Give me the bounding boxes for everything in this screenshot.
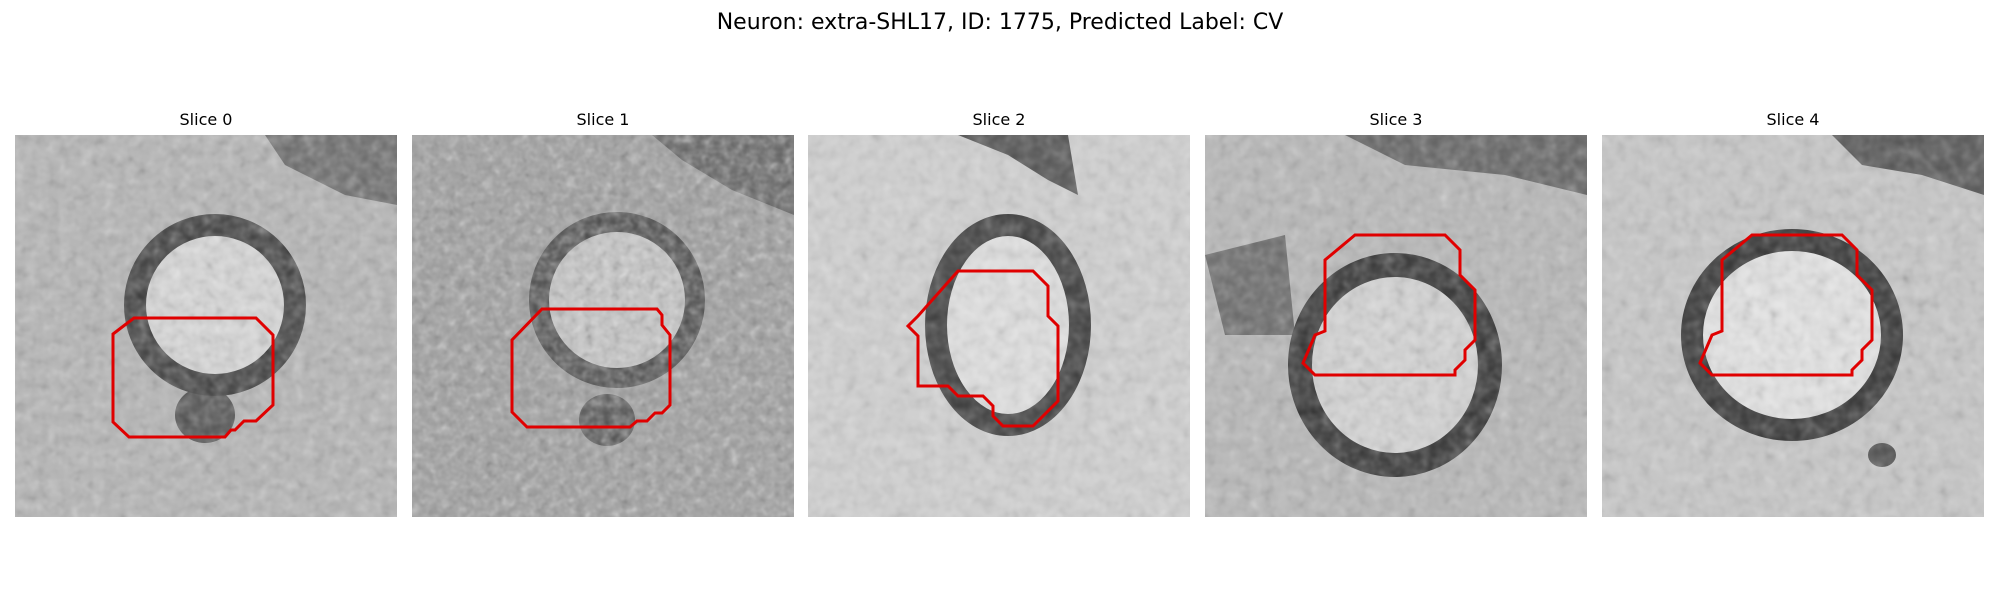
image-noise [1205,135,1587,517]
image-noise [808,135,1190,517]
slice-image-0 [15,135,397,517]
slice-title-4: Slice 4 [1766,110,1820,129]
slice-image-2 [808,135,1190,517]
segmentation-contour [510,307,672,429]
slice-image-1 [412,135,794,517]
slice-panel-1: Slice 1 [412,108,794,520]
slice-title-0: Slice 0 [179,110,233,129]
slice-image-4 [1602,135,1984,517]
slice-panel-0: Slice 0 [15,108,397,520]
image-noise [1602,135,1984,517]
slice-image-3 [1205,135,1587,517]
slice-title-2: Slice 2 [972,110,1026,129]
figure-title: Neuron: extra-SHL17, ID: 1775, Predicted… [716,10,1284,35]
slice-panel-2: Slice 2 [808,108,1190,520]
image-noise [15,135,397,517]
slice-panel-4: Slice 4 [1602,108,1984,520]
slice-title-3: Slice 3 [1369,110,1423,129]
segmentation-contour [111,316,275,439]
image-noise [412,135,794,517]
slice-title-1: Slice 1 [576,110,630,129]
segmentation-contour [1698,233,1874,377]
segmentation-contour [905,269,1060,428]
slice-panel-3: Slice 3 [1205,108,1587,520]
segmentation-contour [1301,233,1477,377]
